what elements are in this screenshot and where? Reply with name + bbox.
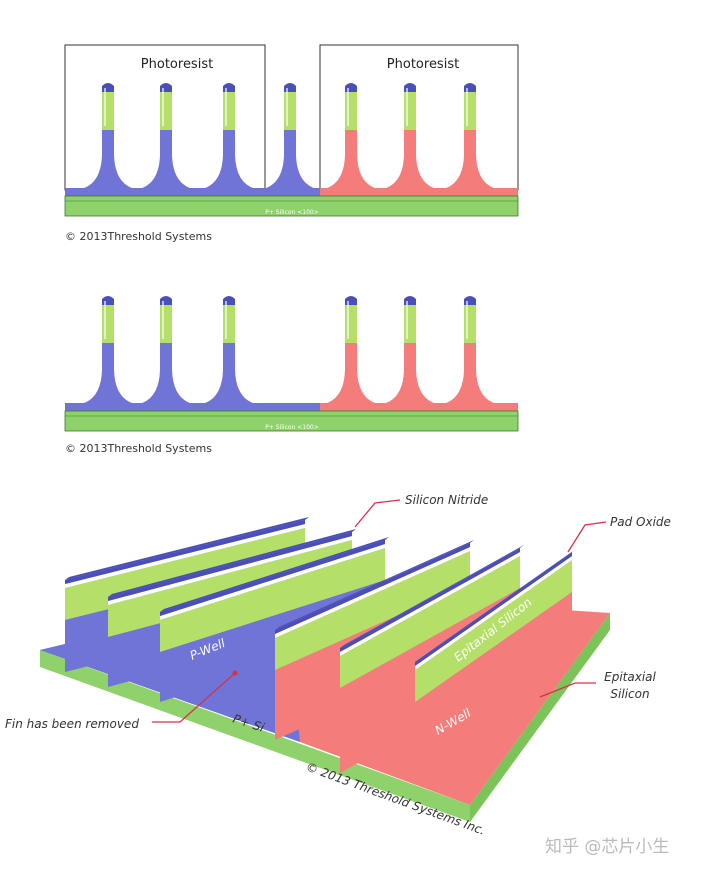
- fin-epi: [223, 303, 235, 343]
- fin-body: [319, 343, 383, 405]
- fin-cap: [345, 83, 357, 92]
- fin-cap: [464, 83, 476, 92]
- fin-cap: [102, 296, 114, 305]
- fin-epi: [223, 90, 235, 130]
- fin-body: [197, 343, 261, 405]
- fin-epi: [160, 548, 385, 652]
- well-layer: [320, 188, 518, 196]
- fin-nitride: [340, 548, 520, 652]
- fin-body: [438, 130, 502, 190]
- fin-oxide: [160, 544, 385, 620]
- fin-cap: [108, 529, 356, 597]
- fin-body: [319, 130, 383, 190]
- fin-nitride: [415, 552, 572, 666]
- fin-oxide: [108, 536, 352, 605]
- fin-cap: [284, 83, 296, 92]
- fin-body: [197, 130, 261, 190]
- panel-1: [64, 83, 519, 217]
- fin-nitride: [275, 543, 470, 634]
- photoresist-label: Photoresist: [387, 57, 459, 72]
- fin-cap: [404, 83, 416, 92]
- callout-line: [567, 521, 607, 553]
- well-layer: [65, 188, 320, 196]
- fin-cap: [415, 549, 576, 662]
- panel-2: [64, 296, 519, 432]
- fin-body: [76, 130, 140, 190]
- fin-oxide: [415, 556, 572, 670]
- fin-body: [76, 343, 140, 405]
- fin-epi: [415, 560, 572, 702]
- fin-body: [258, 130, 322, 190]
- fin-epi: [404, 90, 416, 130]
- fin-epi: [102, 303, 114, 343]
- fin-epi: [404, 303, 416, 343]
- fin-cap: [223, 296, 235, 305]
- well-layer: [65, 403, 320, 411]
- fin-cap: [65, 517, 309, 580]
- fin-body: [378, 130, 442, 190]
- fin-oxide: [275, 547, 470, 638]
- fin-cap: [340, 545, 524, 648]
- fin-cap: [275, 540, 474, 630]
- fin-body: [378, 343, 442, 405]
- fin-epi: [345, 303, 357, 343]
- substrate-label: P+ Silicon <100>: [265, 209, 319, 216]
- fin-epi: [345, 90, 357, 130]
- fin-epi: [340, 556, 520, 688]
- fin-cap: [345, 296, 357, 305]
- callout-line: [539, 682, 596, 698]
- fin-epi: [464, 90, 476, 130]
- fin-epi: [275, 551, 470, 670]
- fin-body: [438, 343, 502, 405]
- fin-epi: [284, 90, 296, 130]
- substrate-label: P+ Silicon <100>: [265, 424, 319, 431]
- fin-oxide: [340, 552, 520, 656]
- iso-fins: [65, 517, 576, 777]
- fin-nitride: [65, 520, 305, 584]
- callout-line: [354, 499, 401, 528]
- fin-cap: [160, 296, 172, 305]
- watermark: 知乎 @芯片小生: [545, 837, 669, 857]
- callout-line: [152, 672, 236, 723]
- photoresist-label: Photoresist: [141, 57, 213, 72]
- fin-body: [134, 343, 198, 405]
- callout-label: Pad Oxide: [610, 515, 671, 529]
- fin-nitride: [108, 532, 352, 601]
- fin-cap: [404, 296, 416, 305]
- fin-nitride: [160, 540, 385, 616]
- fin-epi: [160, 90, 172, 130]
- callout-label: Fin has been removed: [5, 717, 139, 731]
- fin-cap: [223, 83, 235, 92]
- well-layer: [320, 403, 518, 411]
- fin-epi: [102, 90, 114, 130]
- callout-label: Silicon: [610, 687, 649, 701]
- fin-body: [134, 130, 198, 190]
- copyright: © 2013Threshold Systems: [65, 442, 212, 455]
- fin-cap: [160, 537, 389, 612]
- fin-epi: [160, 303, 172, 343]
- fin-cap: [464, 296, 476, 305]
- copyright: © 2013Threshold Systems: [65, 230, 212, 243]
- fin-oxide: [65, 524, 305, 588]
- callout-label: Epitaxial: [604, 670, 656, 684]
- callout-lines: [152, 499, 607, 723]
- fin-epi: [464, 303, 476, 343]
- callout-label: Silicon Nitride: [405, 493, 488, 507]
- slab-edge: [470, 613, 610, 822]
- slab-edge: [40, 650, 470, 822]
- callout-dot: [232, 670, 238, 676]
- fin-cap: [160, 83, 172, 92]
- fin-cap: [102, 83, 114, 92]
